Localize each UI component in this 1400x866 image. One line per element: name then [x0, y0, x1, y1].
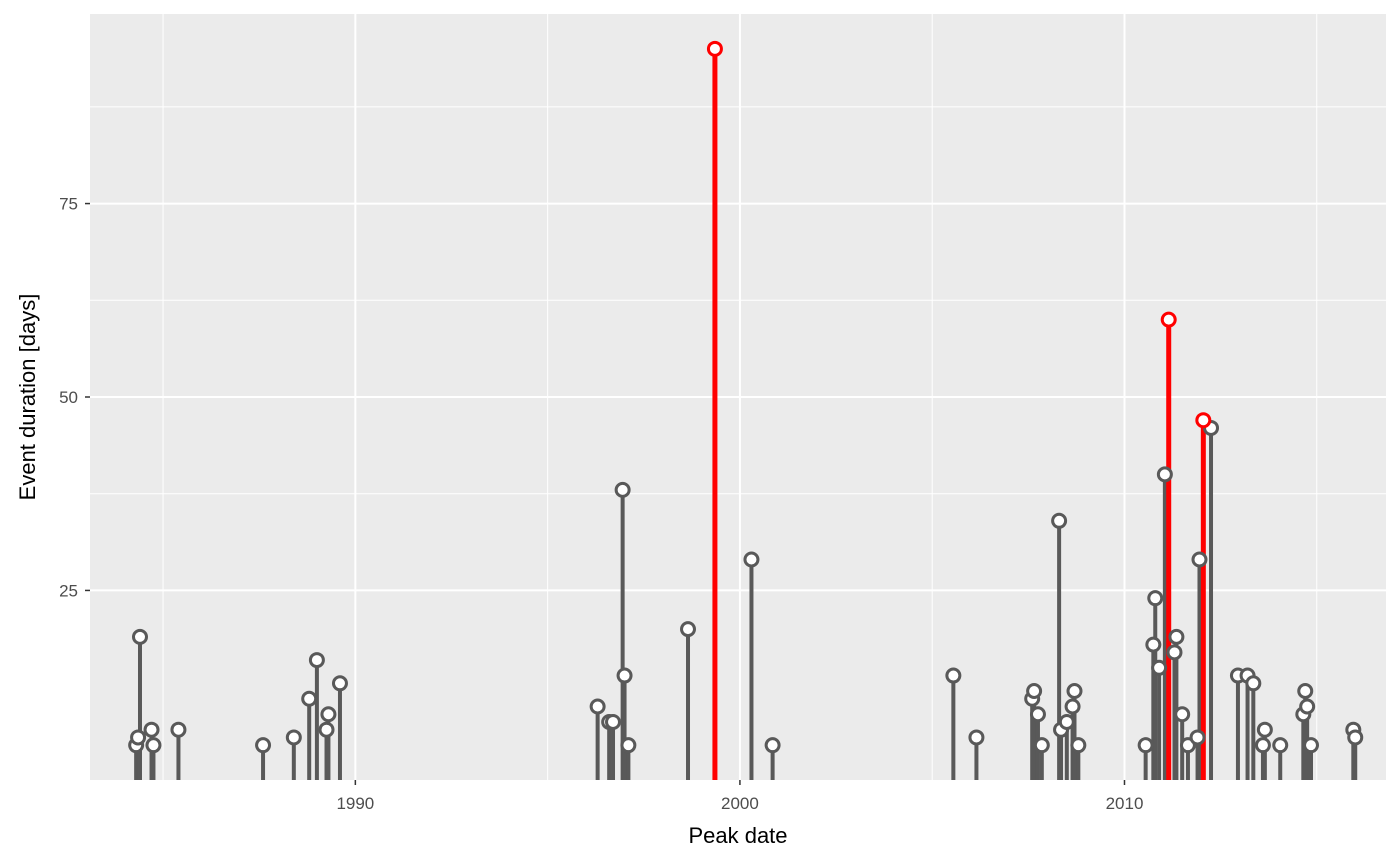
- event-point: [308, 652, 325, 669]
- event-point: [1191, 551, 1208, 568]
- event-point: [1168, 628, 1185, 645]
- event-point: [318, 721, 335, 738]
- x-tick-label: 2000: [721, 794, 759, 813]
- event-point: [1051, 512, 1068, 529]
- event-point: [1147, 590, 1164, 607]
- event-point: [1174, 706, 1191, 723]
- event-point: [285, 729, 302, 746]
- y-tick-label: 25: [59, 581, 78, 600]
- highlight-point: [706, 40, 723, 57]
- event-point: [1151, 659, 1168, 676]
- x-axis-title: Peak date: [688, 823, 787, 848]
- event-point: [1299, 698, 1316, 715]
- event-point: [680, 621, 697, 638]
- event-point: [170, 721, 187, 738]
- event-point: [1070, 737, 1087, 754]
- event-point: [255, 737, 272, 754]
- event-point: [130, 729, 147, 746]
- event-point: [743, 551, 760, 568]
- highlight-point: [1160, 311, 1177, 328]
- y-tick-label: 50: [59, 388, 78, 407]
- event-point: [1137, 737, 1154, 754]
- event-point: [1145, 636, 1162, 653]
- x-tick-label: 1990: [336, 794, 374, 813]
- x-tick-labels: 1990 2000 2010: [336, 794, 1143, 813]
- event-point: [1245, 675, 1262, 692]
- event-point: [764, 737, 781, 754]
- highlight-point: [1195, 412, 1212, 429]
- y-tick-label: 75: [59, 195, 78, 214]
- event-point: [605, 713, 622, 730]
- event-point: [1166, 644, 1183, 661]
- points-normal: [128, 419, 1364, 754]
- event-point: [1156, 466, 1173, 483]
- points-highlight: [706, 40, 1212, 429]
- event-point: [1064, 698, 1081, 715]
- event-point: [589, 698, 606, 715]
- event-point: [1029, 706, 1046, 723]
- event-point: [131, 628, 148, 645]
- event-point: [1189, 729, 1206, 746]
- event-point: [1297, 683, 1314, 700]
- event-point: [331, 675, 348, 692]
- event-point: [143, 721, 160, 738]
- event-point: [1026, 683, 1043, 700]
- axis-ticks: [85, 202, 1126, 785]
- event-point: [1256, 721, 1273, 738]
- event-point: [320, 706, 337, 723]
- event-point: [616, 667, 633, 684]
- event-point: [1272, 737, 1289, 754]
- event-point: [1254, 737, 1271, 754]
- event-point: [1303, 737, 1320, 754]
- event-point: [1066, 683, 1083, 700]
- event-point: [301, 690, 318, 707]
- event-point: [1033, 737, 1050, 754]
- event-point: [1347, 729, 1364, 746]
- y-axis-title: Event duration [days]: [15, 294, 40, 501]
- event-point: [145, 737, 162, 754]
- event-point: [614, 481, 631, 498]
- event-point: [1058, 713, 1075, 730]
- stems-highlight: [712, 48, 1206, 780]
- y-tick-labels: 25 50 75: [59, 195, 78, 601]
- event-point: [968, 729, 985, 746]
- event-point: [945, 667, 962, 684]
- x-tick-label: 2010: [1106, 794, 1144, 813]
- event-point: [620, 737, 637, 754]
